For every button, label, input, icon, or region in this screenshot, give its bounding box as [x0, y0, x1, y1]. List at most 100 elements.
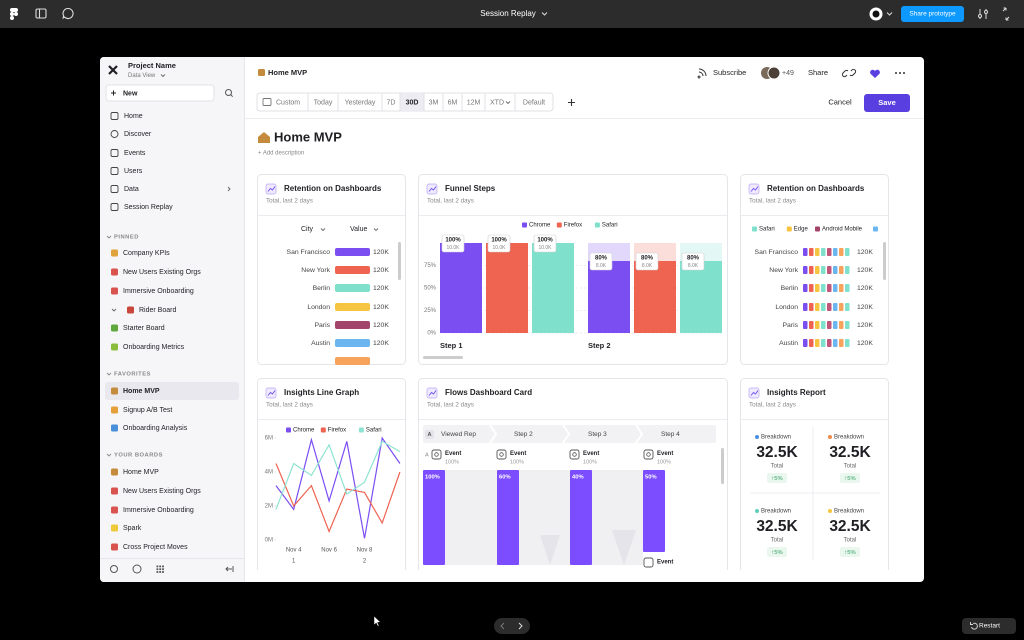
- expand-icon[interactable]: [1002, 7, 1010, 21]
- range-option[interactable]: 6M: [448, 99, 458, 106]
- nav-item[interactable]: Discover: [124, 131, 152, 138]
- board-item[interactable]: Rider Board: [139, 307, 176, 314]
- legend-label: Edge: [794, 227, 809, 233]
- flow-node-bar[interactable]: [497, 470, 519, 565]
- board-item[interactable]: Starter Board: [123, 325, 165, 332]
- share-prototype-label[interactable]: Share prototype: [909, 11, 956, 18]
- panel-toggle[interactable]: [35, 8, 47, 19]
- event-name[interactable]: Event: [510, 451, 526, 457]
- board-item[interactable]: Signup A/B Test: [123, 407, 172, 414]
- section-label[interactable]: PINNED: [114, 235, 139, 241]
- board-item[interactable]: Onboarding Analysis: [123, 425, 188, 432]
- more-menu-dot[interactable]: [895, 72, 897, 74]
- range-option[interactable]: Custom: [276, 99, 300, 106]
- range-option[interactable]: 30D: [406, 99, 419, 106]
- flow-step[interactable]: Step 2: [514, 431, 533, 438]
- save-button[interactable]: [864, 94, 910, 112]
- flow-node-bar[interactable]: [643, 470, 665, 552]
- settings-icon[interactable]: [978, 9, 988, 19]
- step-label: Step 1: [440, 341, 463, 350]
- restart-label[interactable]: Restart: [979, 623, 1000, 630]
- copy-link-button[interactable]: [841, 68, 857, 78]
- comment-icon[interactable]: [62, 7, 74, 20]
- card-title[interactable]: Flows Dashboard Card: [445, 388, 532, 397]
- event-name[interactable]: Event: [583, 451, 599, 457]
- board-item[interactable]: Home MVP: [123, 469, 159, 476]
- column-header[interactable]: Value: [350, 226, 367, 233]
- count-label: 10.0K: [538, 245, 552, 251]
- avatar-chevron[interactable]: [886, 12, 893, 16]
- event-icon-dot: [434, 452, 439, 457]
- range-option[interactable]: 7D: [387, 99, 396, 106]
- section-label[interactable]: YOUR BOARDS: [114, 453, 163, 459]
- range-option[interactable]: Default: [523, 99, 545, 106]
- flow-node-bar[interactable]: [423, 470, 445, 565]
- board-item[interactable]: New Users Existing Orgs: [123, 269, 201, 276]
- subscribe-button[interactable]: Subscribe: [713, 68, 746, 77]
- new-button[interactable]: [105, 84, 215, 102]
- column-header[interactable]: City: [301, 226, 314, 233]
- add-range-button[interactable]: [568, 99, 575, 106]
- share-button[interactable]: Share: [808, 68, 828, 77]
- nav-item[interactable]: Session Replay: [124, 204, 173, 211]
- board-item[interactable]: Immersive Onboarding: [123, 507, 194, 514]
- range-option[interactable]: Today: [314, 99, 333, 106]
- subboard-chevron: [111, 308, 117, 312]
- breakdown-square: [803, 339, 808, 347]
- card-title[interactable]: Retention on Dashboards: [284, 184, 382, 193]
- range-option[interactable]: Yesterday: [345, 99, 376, 106]
- board-item[interactable]: Onboarding Metrics: [123, 344, 185, 351]
- change-pill: [840, 547, 860, 557]
- range-option[interactable]: XTD: [490, 99, 504, 106]
- prototype-title[interactable]: Session Replay: [480, 9, 536, 18]
- event-name[interactable]: Event: [657, 451, 673, 457]
- nav-item[interactable]: Users: [124, 168, 143, 175]
- flow-step[interactable]: Step 4: [661, 431, 680, 438]
- share-prototype-button[interactable]: [901, 6, 964, 22]
- title-chevron[interactable]: [541, 12, 548, 16]
- card-title[interactable]: Funnel Steps: [445, 184, 496, 193]
- figma-logo[interactable]: [10, 8, 18, 20]
- path-label: A: [428, 432, 432, 438]
- board-item[interactable]: Spark: [123, 525, 142, 532]
- restart-button[interactable]: [962, 618, 1016, 634]
- card-title[interactable]: Insights Report: [767, 388, 826, 397]
- section-chevron: [106, 235, 112, 239]
- section-label[interactable]: FAVORITES: [114, 372, 151, 378]
- nav-item[interactable]: Home: [124, 113, 143, 120]
- cancel-button[interactable]: Cancel: [828, 97, 852, 106]
- breakdown-square: [833, 321, 838, 329]
- project-view[interactable]: Data View: [128, 73, 156, 79]
- save-button-label[interactable]: Save: [878, 98, 896, 107]
- event-name[interactable]: Event: [445, 451, 461, 457]
- flow-step[interactable]: Step 3: [588, 431, 607, 438]
- add-description[interactable]: + Add description: [258, 151, 304, 157]
- favorite-button[interactable]: [870, 69, 880, 78]
- range-option[interactable]: 3M: [429, 99, 439, 106]
- card-title[interactable]: Insights Line Graph: [284, 388, 359, 397]
- nav-item[interactable]: Events: [124, 150, 146, 157]
- board-item[interactable]: Cross Project Moves: [123, 544, 188, 551]
- more-menu-dot[interactable]: [899, 72, 901, 74]
- board-item[interactable]: Home MVP: [123, 388, 160, 395]
- prev-button[interactable]: [500, 622, 505, 630]
- flow-node-bar[interactable]: [570, 470, 592, 565]
- tile-metric: Total: [844, 464, 857, 470]
- settings-button[interactable]: [110, 565, 118, 573]
- new-button-label[interactable]: New: [123, 90, 138, 97]
- board-item[interactable]: Company KPIs: [123, 250, 170, 257]
- search-icon[interactable]: [225, 89, 232, 96]
- board-item[interactable]: Immersive Onboarding: [123, 288, 194, 295]
- apps-dot: [162, 568, 164, 571]
- card-title[interactable]: Retention on Dashboards: [767, 184, 865, 193]
- help-button[interactable]: [132, 564, 142, 574]
- city-label: San Francisco: [287, 249, 331, 256]
- more-menu-dot[interactable]: [903, 72, 905, 74]
- flow-step[interactable]: Viewed Rep: [441, 431, 476, 438]
- next-button[interactable]: [518, 622, 523, 630]
- collapse-sidebar[interactable]: [225, 566, 234, 572]
- nav-item[interactable]: Data: [124, 186, 139, 193]
- board-item[interactable]: New Users Existing Orgs: [123, 488, 201, 495]
- range-option[interactable]: 12M: [467, 99, 481, 106]
